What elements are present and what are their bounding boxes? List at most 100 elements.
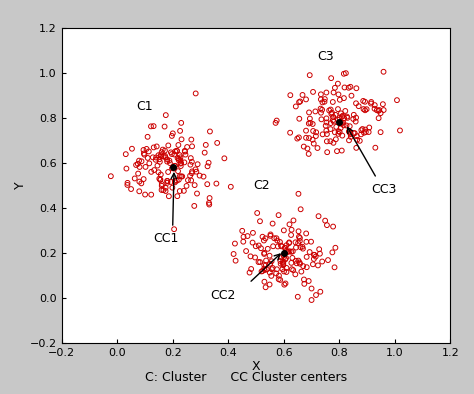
- Point: [147, 169, 155, 175]
- Point: [377, 110, 384, 116]
- Point: [155, 169, 162, 175]
- Point: [333, 148, 341, 154]
- Point: [292, 271, 299, 277]
- Point: [136, 164, 143, 170]
- Point: [146, 160, 153, 167]
- Point: [175, 177, 182, 183]
- Point: [306, 249, 313, 255]
- Point: [171, 163, 179, 169]
- Point: [141, 152, 148, 158]
- Point: [266, 269, 273, 276]
- Point: [327, 120, 335, 126]
- Point: [335, 128, 343, 134]
- Point: [177, 160, 185, 166]
- Point: [317, 106, 324, 112]
- Point: [261, 267, 268, 273]
- Point: [272, 120, 279, 126]
- Point: [308, 285, 315, 292]
- Point: [321, 217, 329, 224]
- Point: [269, 265, 276, 271]
- Point: [168, 151, 176, 157]
- Point: [301, 281, 308, 287]
- Point: [150, 123, 157, 129]
- Point: [373, 107, 381, 113]
- Point: [123, 165, 130, 172]
- Point: [379, 101, 387, 107]
- Point: [192, 90, 200, 97]
- Point: [202, 142, 210, 148]
- Point: [321, 98, 328, 105]
- Point: [213, 180, 220, 187]
- Point: [302, 128, 310, 134]
- Point: [150, 144, 157, 151]
- Point: [205, 201, 213, 208]
- Point: [375, 108, 383, 114]
- Point: [259, 268, 266, 274]
- Point: [328, 110, 336, 116]
- Point: [171, 163, 179, 169]
- Point: [349, 116, 357, 122]
- Point: [351, 130, 358, 136]
- Point: [158, 187, 165, 193]
- Point: [302, 230, 310, 237]
- Point: [345, 85, 353, 91]
- Point: [350, 112, 357, 118]
- Point: [295, 115, 303, 122]
- Point: [273, 117, 281, 124]
- Point: [169, 184, 176, 191]
- Point: [171, 151, 178, 158]
- Point: [280, 260, 287, 266]
- Point: [282, 256, 289, 263]
- Point: [160, 153, 167, 160]
- Point: [164, 142, 172, 149]
- Point: [273, 270, 280, 277]
- Point: [321, 96, 328, 102]
- Point: [359, 98, 367, 104]
- Point: [281, 282, 288, 288]
- Point: [367, 99, 375, 105]
- Point: [280, 262, 287, 268]
- Point: [309, 137, 317, 143]
- Point: [196, 173, 203, 179]
- Point: [323, 131, 331, 137]
- Point: [304, 145, 311, 152]
- Point: [345, 137, 353, 143]
- Point: [147, 123, 155, 130]
- Point: [329, 117, 337, 123]
- Point: [322, 127, 330, 134]
- Point: [325, 107, 333, 113]
- Point: [323, 149, 331, 155]
- Point: [124, 180, 131, 186]
- Point: [308, 297, 315, 303]
- Point: [317, 91, 325, 97]
- Point: [131, 175, 138, 182]
- Point: [164, 180, 171, 186]
- Point: [175, 156, 182, 162]
- Point: [170, 226, 178, 232]
- Point: [275, 273, 283, 279]
- Point: [338, 120, 346, 126]
- Point: [371, 102, 379, 108]
- Point: [299, 92, 306, 98]
- Point: [353, 133, 361, 139]
- Point: [128, 186, 135, 192]
- Point: [329, 99, 337, 105]
- Point: [347, 134, 355, 140]
- Point: [142, 164, 149, 170]
- Point: [282, 255, 290, 261]
- Point: [134, 171, 142, 177]
- Point: [286, 92, 294, 98]
- Point: [288, 260, 295, 266]
- Point: [286, 248, 293, 255]
- Text: CC2: CC2: [210, 289, 235, 302]
- Point: [160, 187, 167, 193]
- Point: [285, 239, 293, 245]
- Point: [144, 155, 152, 161]
- Point: [191, 182, 199, 188]
- Point: [340, 122, 347, 128]
- Point: [204, 163, 211, 169]
- Point: [266, 260, 274, 267]
- Point: [164, 156, 171, 163]
- Point: [288, 249, 295, 255]
- Text: C: Cluster      CC Cluster centers: C: Cluster CC Cluster centers: [146, 371, 347, 384]
